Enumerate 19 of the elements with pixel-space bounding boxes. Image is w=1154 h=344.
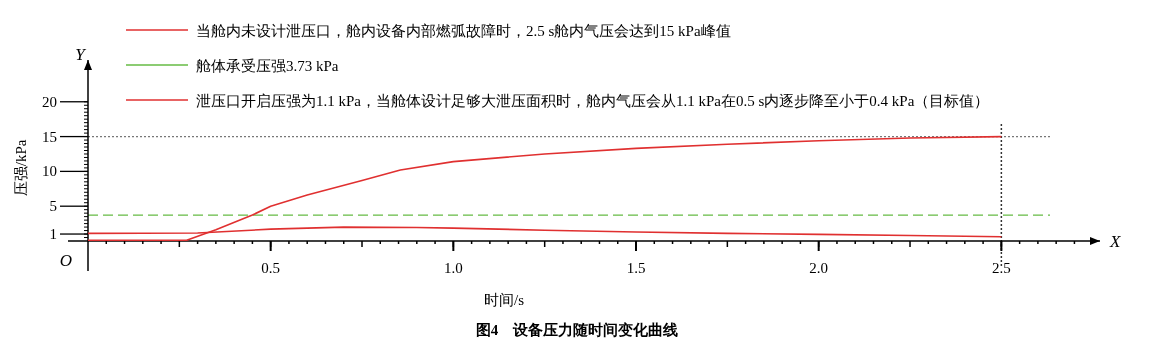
y-tick-label: 5 xyxy=(49,198,57,215)
y-tick-label: 15 xyxy=(42,128,57,145)
text: O xyxy=(59,251,72,270)
text: 图4 设备压力随时间变化曲线 xyxy=(475,321,679,338)
y-tick-label: 20 xyxy=(42,93,57,110)
text: Y xyxy=(75,45,87,64)
x-tick-label: 1.5 xyxy=(626,260,646,276)
x-tick-label: 2.5 xyxy=(991,260,1011,276)
x-tick-label: 2.0 xyxy=(809,260,829,276)
y-tick-label: 1 xyxy=(49,226,57,243)
x-tick-label: 1.0 xyxy=(443,260,463,276)
x-tick-label: 0.5 xyxy=(261,260,281,276)
y-tick-label: 10 xyxy=(42,163,57,180)
x-axis-title: 时间/s xyxy=(483,292,525,308)
legend-label: 泄压口开启压强为1.1 kPa，当舱体设计足够大泄压面积时，舱内气压会从1.1 kPa在0.5 s内逐步降至小于0.4 kPa（目标值） xyxy=(196,93,990,109)
legend-label: 舱体承受压强3.73 kPa xyxy=(196,58,339,74)
text: X xyxy=(1109,232,1121,251)
legend-label: 当舱内未设计泄压口，舱内设备内部燃弧故障时，2.5 s舱内气压会达到15 kPa峰值 xyxy=(196,23,731,39)
y-axis-title: 压强/kPa xyxy=(13,139,29,197)
